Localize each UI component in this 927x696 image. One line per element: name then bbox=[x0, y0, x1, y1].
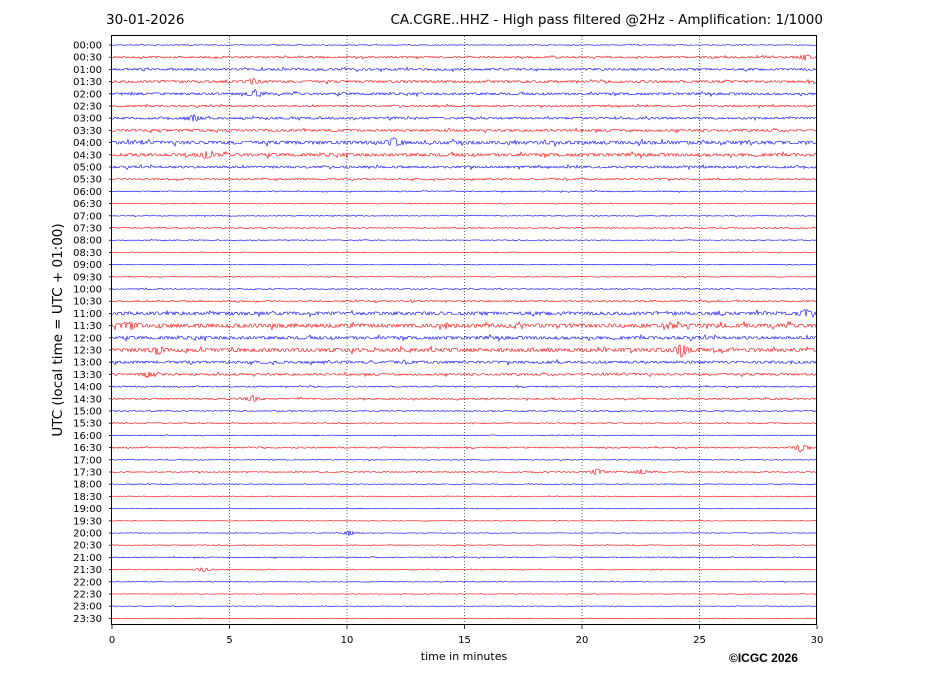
trace-row bbox=[111, 103, 818, 109]
x-tick-label: 10 bbox=[341, 635, 354, 646]
y-tick-label: 14:30 bbox=[73, 394, 102, 405]
seismic-traces bbox=[111, 43, 818, 620]
y-tick-label: 05:30 bbox=[73, 175, 102, 186]
y-tick-label: 16:00 bbox=[73, 431, 102, 442]
y-tick-label: 17:00 bbox=[73, 455, 102, 466]
y-tick-label: 15:00 bbox=[73, 407, 102, 418]
y-tick-label: 04:30 bbox=[73, 150, 102, 161]
y-tick-label: 17:30 bbox=[73, 468, 102, 479]
x-tick-label: 20 bbox=[576, 635, 589, 646]
y-tick-label: 16:30 bbox=[73, 443, 102, 454]
x-axis-label: time in minutes bbox=[421, 650, 508, 663]
y-tick-label: 13:00 bbox=[73, 358, 102, 369]
y-tick-label: 06:30 bbox=[73, 199, 102, 210]
y-tick-label: 15:30 bbox=[73, 419, 102, 430]
trace-row bbox=[111, 384, 818, 389]
y-axis-label: UTC (local time = UTC + 01:00) bbox=[50, 223, 66, 436]
y-tick-label: 21:30 bbox=[73, 565, 102, 576]
trace-row bbox=[111, 371, 818, 379]
trace-row bbox=[111, 519, 818, 522]
trace-row bbox=[111, 544, 818, 547]
y-tick-label: 06:00 bbox=[73, 187, 102, 198]
vertical-gridlines bbox=[229, 36, 700, 624]
trace-row bbox=[111, 176, 818, 182]
y-tick-label: 19:00 bbox=[73, 504, 102, 515]
y-tick-label: 10:00 bbox=[73, 285, 102, 296]
x-tick-label: 5 bbox=[226, 635, 232, 646]
y-tick-label: 07:00 bbox=[73, 211, 102, 222]
trace-row bbox=[111, 344, 818, 358]
trace-row bbox=[111, 202, 818, 205]
y-tick-label: 08:00 bbox=[73, 236, 102, 247]
trace-row bbox=[111, 149, 818, 160]
y-tick-label: 13:30 bbox=[73, 370, 102, 381]
plot-frame bbox=[111, 35, 817, 625]
trace-row bbox=[111, 163, 818, 171]
y-tick-label: 22:30 bbox=[73, 590, 102, 601]
y-tick-label: 23:30 bbox=[73, 614, 102, 625]
trace-row bbox=[111, 444, 818, 453]
trace-row bbox=[111, 320, 818, 331]
y-tick-label: 18:00 bbox=[73, 480, 102, 491]
y-tick-label: 08:30 bbox=[73, 248, 102, 259]
y-tick-label: 09:00 bbox=[73, 260, 102, 271]
date-label: 30-01-2026 bbox=[106, 12, 185, 28]
y-tick-label: 20:00 bbox=[73, 529, 102, 540]
trace-row bbox=[111, 214, 818, 218]
x-tick-label: 30 bbox=[811, 635, 824, 646]
y-tick-label: 12:30 bbox=[73, 346, 102, 357]
y-tick-label: 11:00 bbox=[73, 309, 102, 320]
trace-row bbox=[111, 189, 818, 193]
y-tick-label: 00:00 bbox=[73, 41, 102, 52]
y-tick-label: 07:30 bbox=[73, 224, 102, 235]
x-tick-label: 25 bbox=[693, 635, 706, 646]
x-axis-ticks: 0 5 10 15 20 25 30 bbox=[109, 625, 824, 646]
y-tick-label: 19:30 bbox=[73, 516, 102, 527]
trace-row bbox=[111, 495, 818, 498]
y-tick-label: 20:30 bbox=[73, 541, 102, 552]
y-tick-label: 00:30 bbox=[73, 53, 102, 64]
y-tick-label: 05:00 bbox=[73, 163, 102, 174]
trace-row bbox=[111, 567, 817, 572]
y-tick-label: 11:30 bbox=[73, 321, 102, 332]
trace-row bbox=[111, 507, 818, 510]
x-tick-label: 15 bbox=[458, 635, 471, 646]
trace-row bbox=[111, 530, 818, 536]
y-tick-label: 23:00 bbox=[73, 602, 102, 613]
y-tick-label: 21:00 bbox=[73, 553, 102, 564]
y-tick-label: 10:30 bbox=[73, 297, 102, 308]
y-tick-label: 03:30 bbox=[73, 126, 102, 137]
y-tick-label: 02:30 bbox=[73, 102, 102, 113]
y-tick-label: 14:00 bbox=[73, 382, 102, 393]
y-tick-label: 03:00 bbox=[73, 114, 102, 125]
y-tick-label: 02:00 bbox=[73, 89, 102, 100]
chart-title: CA.CGRE..HHZ - High pass filtered @2Hz -… bbox=[390, 12, 823, 28]
y-tick-label: 01:00 bbox=[73, 65, 102, 76]
y-tick-label: 12:00 bbox=[73, 333, 102, 344]
trace-row bbox=[111, 580, 818, 583]
y-tick-label: 18:30 bbox=[73, 492, 102, 503]
y-tick-label: 22:00 bbox=[73, 577, 102, 588]
trace-row bbox=[111, 287, 818, 291]
y-tick-label: 04:00 bbox=[73, 138, 102, 149]
trace-row bbox=[111, 358, 818, 366]
trace-row bbox=[111, 555, 818, 559]
x-tick-label: 0 bbox=[109, 635, 115, 646]
trace-row bbox=[111, 333, 818, 343]
y-tick-label: 09:30 bbox=[73, 272, 102, 283]
copyright-label: ©ICGC 2026 bbox=[729, 651, 798, 665]
y-tick-label: 01:30 bbox=[73, 77, 102, 88]
